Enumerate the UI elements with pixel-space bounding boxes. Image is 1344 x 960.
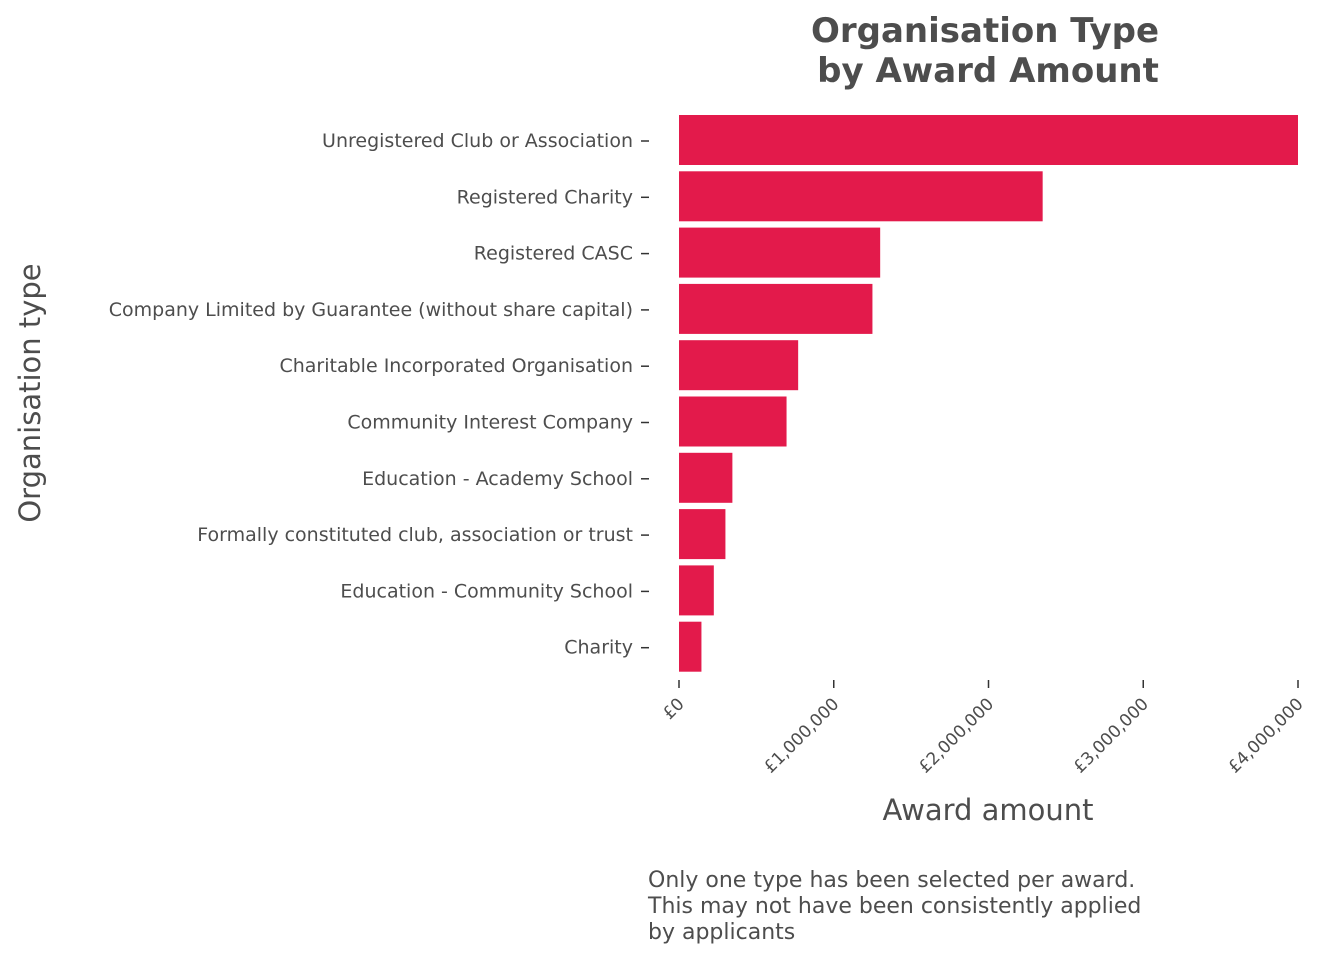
category-label: Charity [564, 637, 633, 659]
category-label: Formally constituted club, association o… [197, 524, 633, 546]
caption-line-2: This may not have been consistently appl… [647, 894, 1141, 919]
chart-title: Organisation Type by Award Amount [811, 11, 1159, 91]
bar-education-academy-school [679, 452, 733, 503]
category-label: Registered CASC [474, 243, 633, 265]
x-tick-label: £2,000,000 [915, 694, 998, 777]
category-label: Company Limited by Guarantee (without sh… [109, 299, 633, 321]
caption-line-1: Only one type has been selected per awar… [648, 868, 1135, 893]
category-label: Registered Charity [457, 186, 633, 208]
bar-registered-charity [679, 171, 1043, 222]
y-axis-title: Organisation type [13, 263, 47, 522]
category-label: Education - Community School [340, 580, 633, 602]
caption-line-3: by applicants [648, 920, 795, 945]
category-label: Unregistered Club or Association [322, 130, 633, 152]
x-tick-label: £4,000,000 [1225, 694, 1308, 777]
bar-education-community-school [679, 565, 714, 616]
bar-company-limited-by-guarantee-without-share-capital [679, 283, 873, 334]
category-labels: Unregistered Club or Association Register… [109, 130, 649, 659]
x-tick-label: £0 [659, 694, 688, 723]
bars [679, 115, 1298, 672]
bar-charity [679, 621, 702, 672]
x-tick-label: £1,000,000 [760, 694, 843, 777]
category-label: Education - Academy School [362, 468, 633, 490]
x-tick-label: £3,000,000 [1070, 694, 1153, 777]
x-axis: £0 £1,000,000 £2,000,000 £3,000,000 £4,000,0… [659, 680, 1308, 777]
bar-formally-constituted-club-association-or-trust [679, 509, 726, 560]
x-axis-title: Award amount [882, 793, 1093, 827]
bar-registered-casc [679, 227, 881, 278]
chart-title-line-2: by Award Amount [817, 51, 1159, 91]
bar-charitable-incorporated-organisation [679, 340, 799, 391]
bar-unregistered-club-or-association [679, 115, 1298, 165]
bar-community-interest-company [679, 396, 787, 447]
category-label: Charitable Incorporated Organisation [279, 355, 633, 377]
category-label: Community Interest Company [347, 412, 633, 434]
chart-title-line-1: Organisation Type [811, 11, 1159, 51]
caption: Only one type has been selected per awar… [647, 868, 1141, 945]
